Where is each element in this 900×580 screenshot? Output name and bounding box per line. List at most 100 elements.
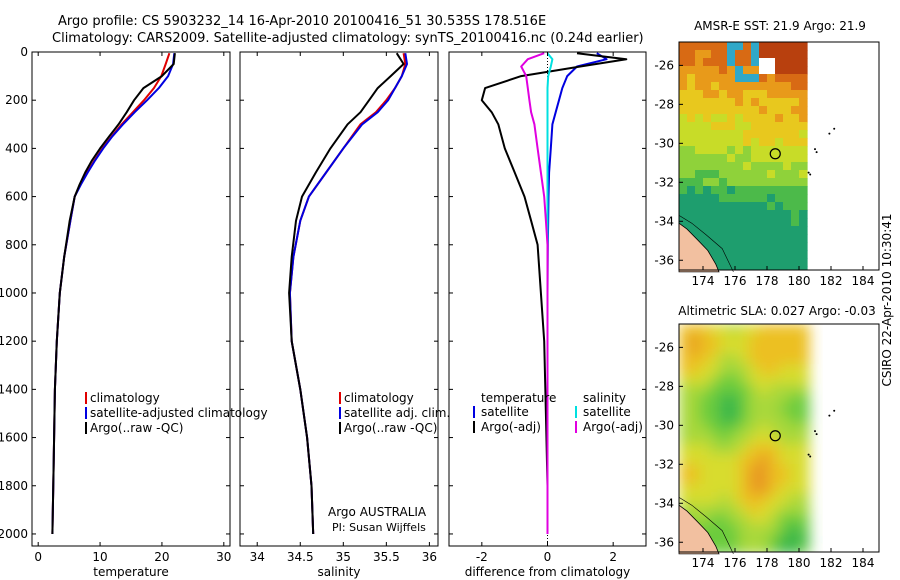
map-grid-cell (719, 434, 730, 445)
map-grid-cell (799, 186, 808, 195)
map-grid-cell (719, 146, 728, 155)
map-grid-cell (759, 162, 768, 171)
map-grid-cell (719, 106, 728, 115)
map-grid-cell (689, 384, 700, 395)
map-grid-cell (775, 42, 784, 51)
map-grid-cell (789, 364, 800, 375)
map-grid-cell (703, 130, 712, 139)
map-grid-cell (743, 138, 752, 147)
difference-legend: temperature salinity satellite Argo(-adj… (473, 391, 643, 434)
map-grid-cell (727, 74, 736, 83)
map-grid-cell (719, 210, 728, 219)
map-grid-cell (735, 266, 744, 270)
map-grid-cell (759, 58, 768, 67)
map-grid-cell (799, 194, 808, 203)
map-grid-cell (719, 544, 730, 552)
salinity-annotation-pi: PI: Susan Wijffels (332, 521, 426, 534)
map-grid-cell (711, 122, 720, 131)
plot-frame (239, 51, 439, 547)
map-grid-cell (679, 210, 688, 219)
map-grid-cell (759, 484, 770, 495)
map-grid-cell (759, 364, 770, 375)
map-grid-cell (739, 454, 750, 465)
map-grid-cell (739, 334, 750, 345)
map-grid-cell (749, 494, 760, 505)
map-grid-cell (703, 242, 712, 251)
map-x-tick-label: 180 (788, 274, 811, 288)
map-grid-cell (749, 414, 760, 425)
map-grid-cell (749, 524, 760, 535)
map-x-tick-label: 174 (692, 274, 715, 288)
map-grid-cell (719, 524, 730, 535)
map-grid-cell (751, 194, 760, 203)
map-grid-cell (791, 218, 800, 227)
map-grid-cell (769, 364, 780, 375)
map-grid-cell (679, 424, 690, 435)
map-grid-cell (743, 58, 752, 67)
map-grid-cell (695, 82, 704, 91)
map-grid-cell (767, 210, 776, 219)
map-grid-cell (799, 504, 810, 515)
map-grid-cell (695, 106, 704, 115)
map-grid-cell (743, 90, 752, 99)
y-tick-label: 1000 (0, 286, 28, 300)
map-grid-cell (767, 170, 776, 179)
map-grid-cell (729, 484, 740, 495)
map-y-tick-label: -34 (654, 496, 674, 510)
map-grid-cell (799, 534, 810, 545)
map-grid-cell (779, 504, 790, 515)
map-grid-cell (751, 250, 760, 259)
map-grid-cell (735, 50, 744, 59)
map-grid-cell (727, 194, 736, 203)
legend-label-climatology: climatology (344, 391, 414, 405)
map-grid-cell (783, 202, 792, 211)
map-grid-cell (679, 202, 688, 211)
map-grid-cell (729, 464, 740, 475)
map-grid-cell (791, 154, 800, 163)
map-grid-cell (799, 424, 810, 435)
map-grid-cell (679, 384, 690, 395)
y-tick-label: 1800 (0, 479, 28, 493)
map-grid-cell (719, 178, 728, 187)
map-grid-cell (759, 218, 768, 227)
map-grid-cell (711, 218, 720, 227)
map-grid-cell (749, 424, 760, 435)
map-grid-cell (687, 74, 696, 83)
x-tick-label: 10 (92, 550, 107, 564)
map-grid-cell (767, 130, 776, 139)
map-grid-cell (759, 106, 768, 115)
map-grid-cell (727, 154, 736, 163)
map-grid-cell (799, 404, 810, 415)
map-grid-cell (767, 178, 776, 187)
map-grid-cell (751, 258, 760, 267)
map-grid-cell (759, 374, 770, 385)
map-grid-cell (789, 334, 800, 345)
map-grid-cell (751, 74, 760, 83)
x-axis-label: difference from climatology (465, 565, 631, 579)
map-grid-cell (679, 66, 688, 75)
map-grid-cell (743, 178, 752, 187)
map-grid-cell (719, 170, 728, 179)
x-tick-label: 34 (250, 550, 265, 564)
map-grid-cell (769, 334, 780, 345)
map-grid-cell (695, 186, 704, 195)
map-grid-cell (727, 82, 736, 91)
map-grid-cell (759, 186, 768, 195)
map-grid-cell (769, 524, 780, 535)
map-grid-cell (799, 250, 808, 259)
map-grid-cell (687, 98, 696, 107)
map-grid-cell (799, 42, 808, 51)
map-grid-cell (679, 98, 688, 107)
map-grid-cell (769, 444, 780, 455)
map-grid-cell (695, 162, 704, 171)
legend-label-temp-satellite: satellite (481, 405, 529, 419)
map-grid-cell (711, 186, 720, 195)
map-grid-cell (799, 454, 810, 465)
map-grid-cell (689, 414, 700, 425)
map-grid-cell (751, 210, 760, 219)
map-grid-cell (749, 394, 760, 405)
x-tick-label: 20 (154, 550, 169, 564)
map-grid-cell (783, 82, 792, 91)
map-grid-cell (799, 130, 808, 139)
map-grid-cell (759, 434, 770, 445)
